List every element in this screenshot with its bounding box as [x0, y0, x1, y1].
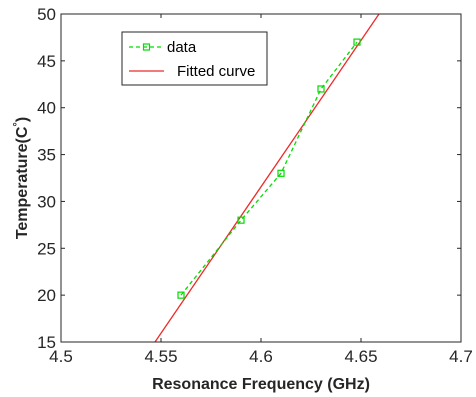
data-point	[317, 85, 325, 93]
x-tick-label: 4.65	[344, 347, 377, 366]
y-tick-label: 35	[37, 146, 56, 165]
y-tick-label: 15	[37, 333, 56, 352]
x-tick-label: 4.7	[449, 347, 473, 366]
legend-data-marker	[142, 43, 151, 51]
series-layer	[154, 13, 380, 343]
data-point	[237, 216, 245, 224]
y-axis-label-main: Temperature(C	[14, 126, 31, 239]
data-series-line	[180, 41, 358, 296]
legend-label-fitted: Fitted curve	[177, 63, 255, 80]
axes-layer: 4.5 4.55 4.6 4.65 4.7 15 20 25 30 35 40 45 50	[37, 5, 473, 366]
x-tick-label: 4.6	[249, 347, 273, 366]
y-tick-label: 50	[37, 5, 56, 24]
data-point	[277, 169, 285, 177]
y-tick-label: 30	[37, 192, 56, 211]
y-tick-label: 45	[37, 52, 56, 71]
x-tick-label: 4.55	[144, 347, 177, 366]
y-tick-label: 25	[37, 239, 56, 258]
fitted-curve-line	[154, 13, 380, 343]
legend-box	[121, 31, 268, 86]
x-axis-label: Resonance Frequency (GHz)	[152, 376, 370, 393]
y-axis-label-degree: °	[12, 122, 24, 126]
y-tick-label: 20	[37, 286, 56, 305]
legend-label-data: data	[167, 39, 197, 56]
x-tick-label: 4.5	[49, 347, 73, 366]
data-point	[353, 38, 361, 46]
legend: data Fitted curve	[121, 31, 268, 86]
y-tick-label: 40	[37, 99, 56, 118]
y-axis-label-suffix: )	[14, 117, 31, 122]
data-point	[177, 291, 185, 299]
y-axis-label: Temperature(C°)	[12, 117, 31, 239]
